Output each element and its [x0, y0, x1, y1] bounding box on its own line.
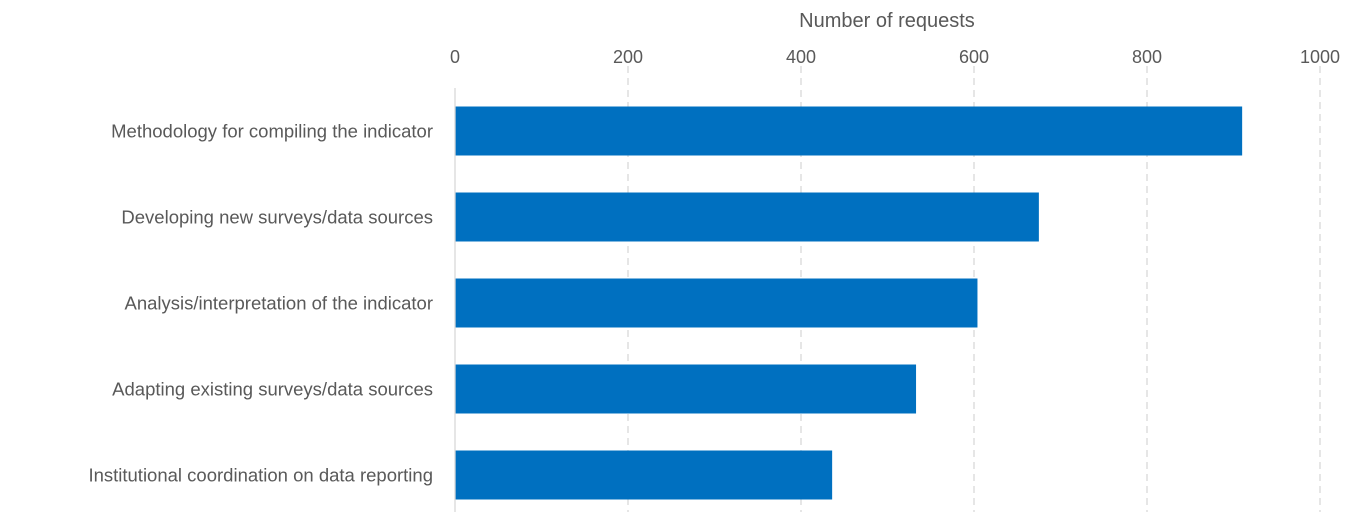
category-labels: Methodology for compiling the indicator D…	[88, 121, 433, 486]
bars	[455, 106, 1243, 500]
category-label: Adapting existing surveys/data sources	[112, 379, 433, 400]
bar	[455, 364, 917, 414]
x-tick-label: 200	[613, 47, 643, 67]
category-label: Methodology for compiling the indicator	[111, 121, 433, 142]
x-tick-label: 400	[786, 47, 816, 67]
x-tick-label: 800	[1132, 47, 1162, 67]
x-axis-ticks: 0 200 400 600 800 1000	[450, 47, 1340, 67]
x-tick-label: 600	[959, 47, 989, 67]
category-label: Developing new surveys/data sources	[121, 207, 433, 228]
bar	[455, 278, 978, 328]
bar	[455, 450, 833, 500]
x-axis-title: Number of requests	[799, 10, 975, 32]
bar	[455, 192, 1039, 242]
category-label: Institutional coordination on data repor…	[88, 465, 433, 486]
x-tick-label: 0	[450, 47, 460, 67]
bar	[455, 106, 1243, 156]
x-tick-label: 1000	[1300, 47, 1340, 67]
category-label: Analysis/interpretation of the indicator	[124, 293, 433, 314]
